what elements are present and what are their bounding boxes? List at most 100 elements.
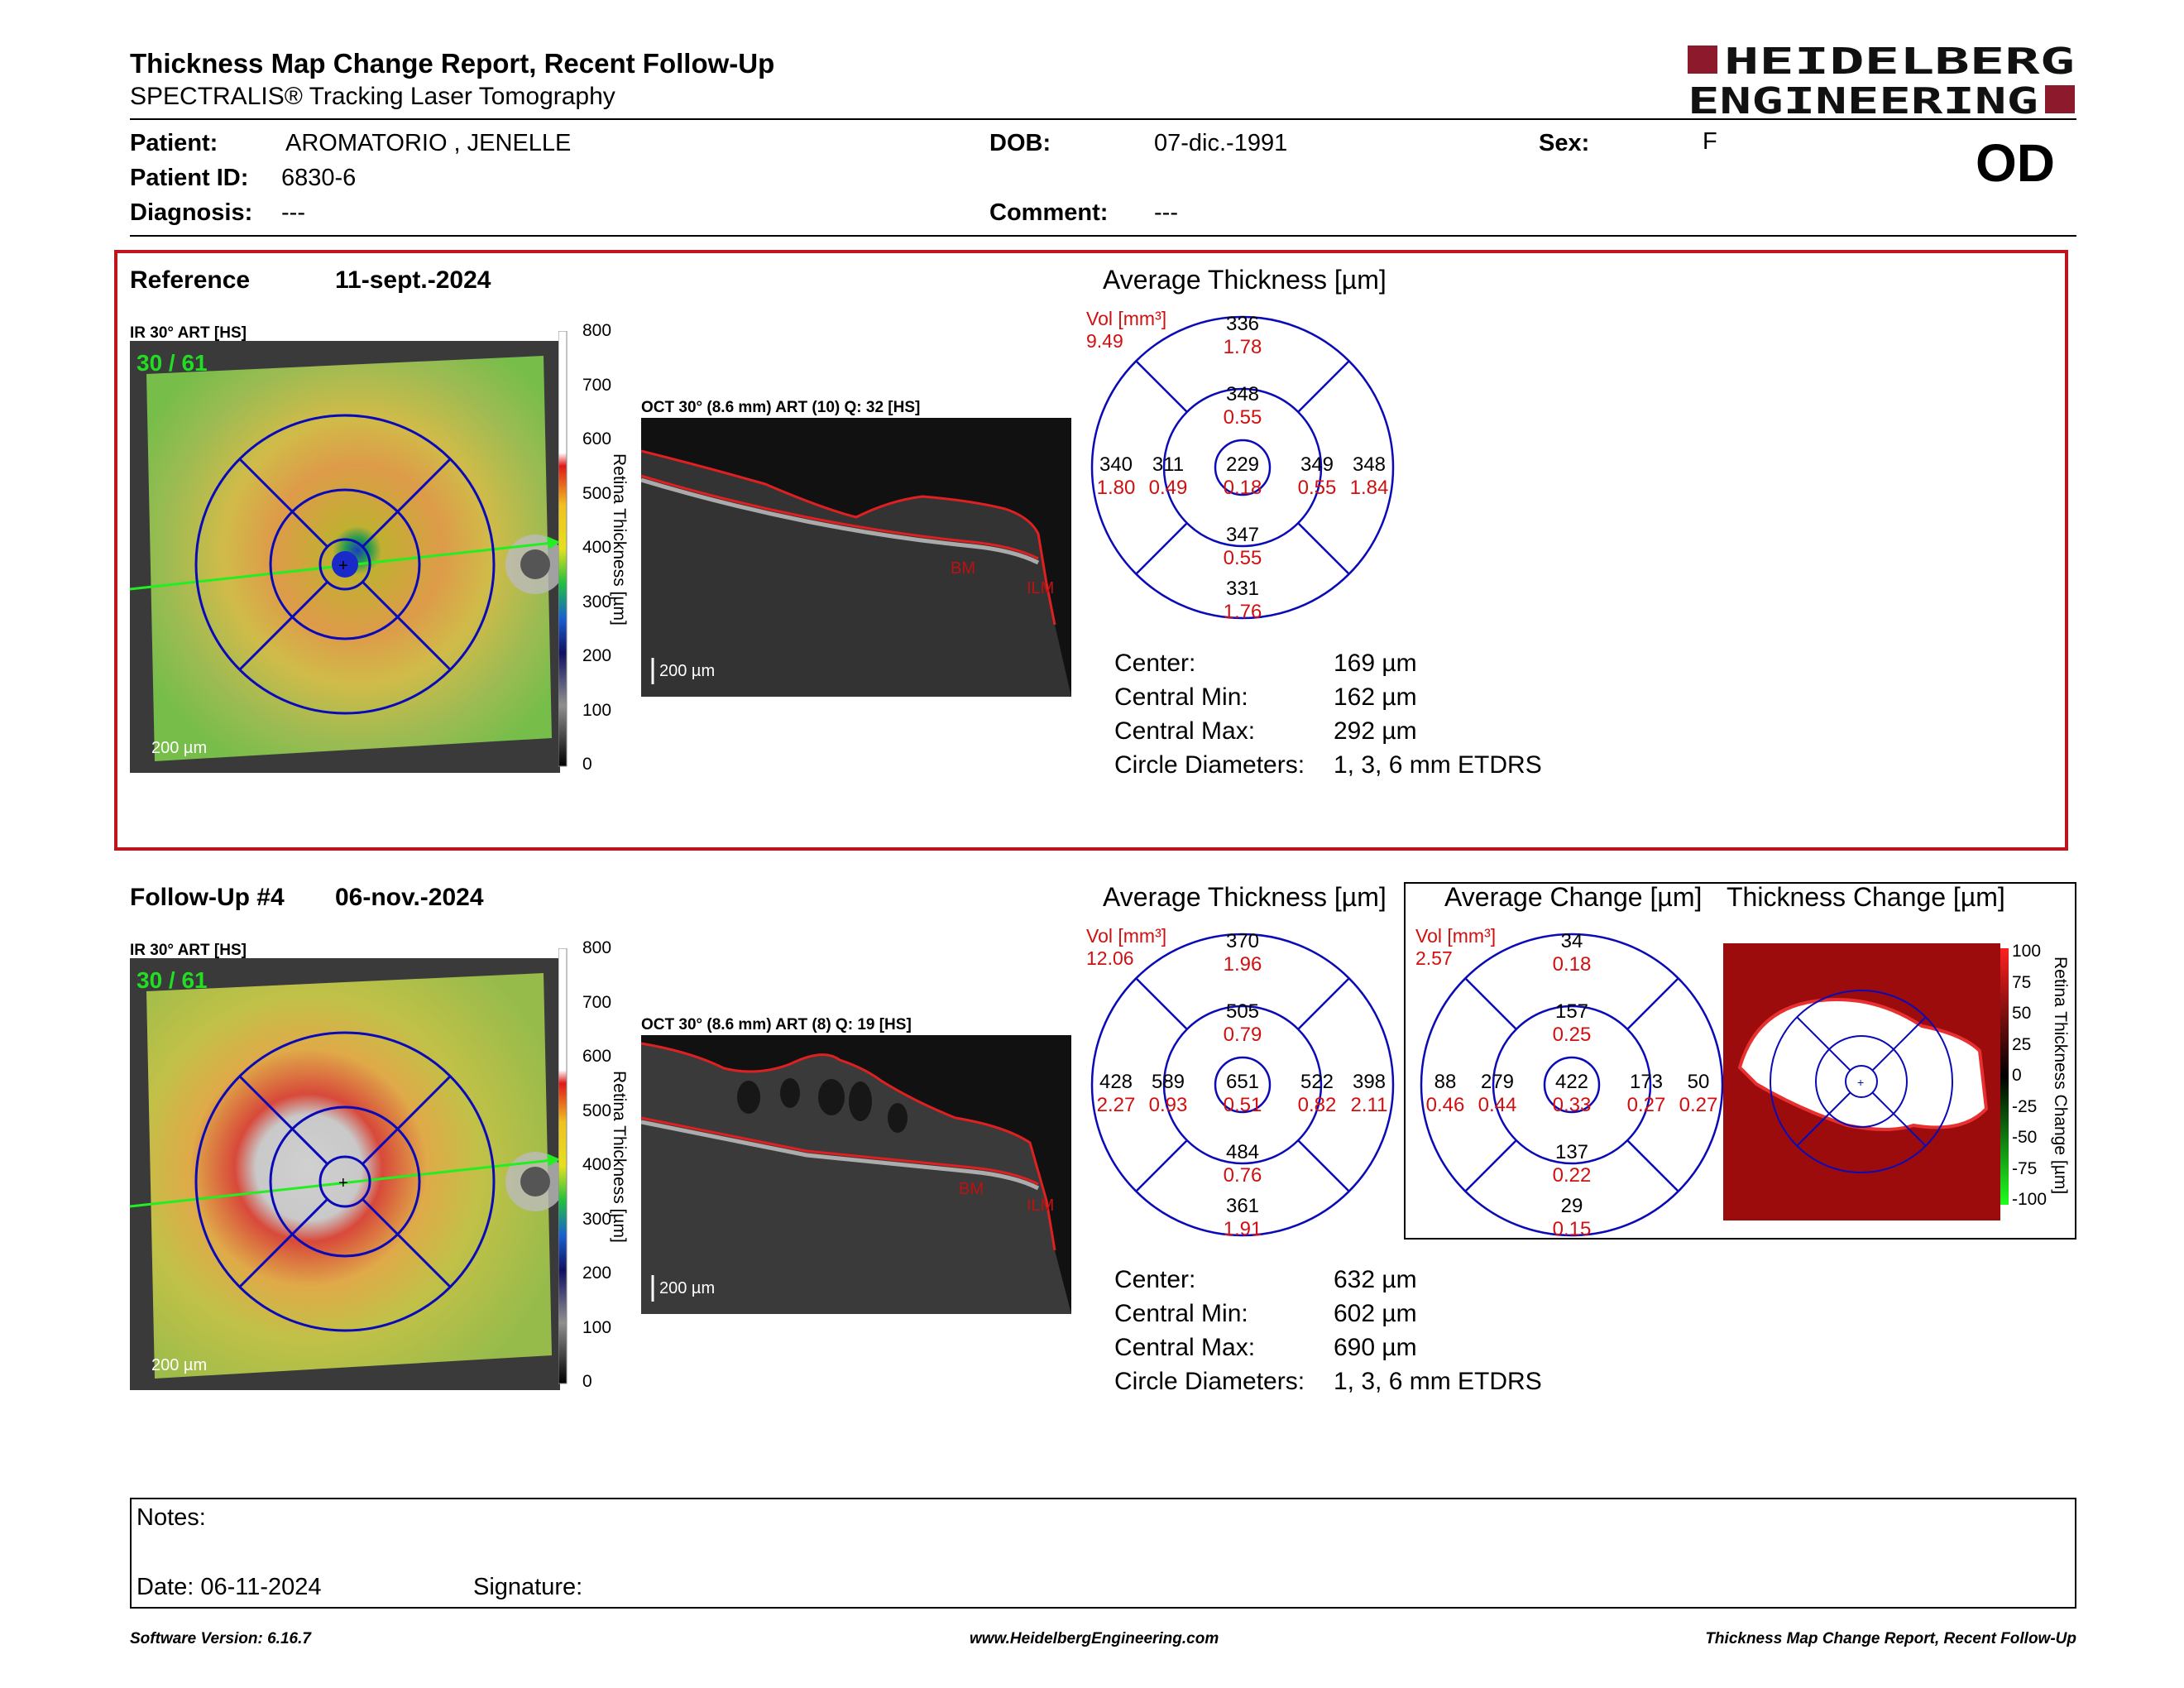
ref-oct-label: OCT 30° (8.6 mm) ART (10) Q: 32 [HS] (641, 399, 921, 416)
sex-label: Sex: (1539, 130, 1590, 156)
change-sector-thickness: 34 (1560, 930, 1583, 952)
notes-panel[interactable]: Notes: Date: 06-11-2024 Signature: (130, 1498, 2076, 1609)
ref-colorbar (558, 331, 568, 767)
thickchange-colorbar-tick: 100 (2012, 942, 2042, 961)
ref-sector-volume: 0.55 (1223, 547, 1262, 569)
fu-sector-inner-bottom: 484 0.76 (1209, 1141, 1276, 1187)
thickchange-colorbar-tick: 25 (2012, 1034, 2032, 1054)
svg-text:+: + (338, 557, 348, 575)
thickchange-colorbar-tick: 0 (2012, 1066, 2022, 1085)
svg-text:+: + (1857, 1076, 1864, 1089)
ref-stat-diam-key: Circle Diameters: (1114, 751, 1305, 779)
change-sector-volume: 0.44 (1478, 1094, 1517, 1116)
ref-colorbar-tick: 200 (582, 646, 612, 665)
footer-report-name: Thickness Map Change Report, Recent Foll… (1705, 1630, 2076, 1647)
ref-oct-bscan: 200 µm BM ILM (641, 418, 1071, 697)
fu-sector-thickness: 505 (1225, 1000, 1260, 1023)
eye-indicator: OD (1976, 133, 2055, 193)
fu-sector-volume: 1.96 (1223, 953, 1262, 976)
ref-sector-inner-right: 349 0.55 (1284, 453, 1350, 500)
ref-sector-inner-top: 348 0.55 (1209, 383, 1276, 429)
ref-stat-center-key: Center: (1114, 650, 1196, 677)
fu-avg-title: Average Thickness [µm] (1103, 882, 1387, 912)
fu-sector-inner-left: 589 0.93 (1135, 1071, 1201, 1117)
thickchange-colorbar-tick: -75 (2012, 1158, 2038, 1178)
reference-date: 11-sept.-2024 (335, 266, 491, 294)
change-sector-thickness: 29 (1560, 1195, 1583, 1217)
change-sector-thickness: 88 (1434, 1071, 1457, 1093)
fu-colorbar-tick: 700 (582, 992, 612, 1012)
fu-sector-volume: 0.76 (1223, 1164, 1262, 1187)
ref-colorbar-tick: 300 (582, 592, 612, 611)
ref-sector-volume: 0.18 (1223, 477, 1262, 499)
ref-ilm-label: ILM (1027, 579, 1054, 597)
fu-sector-thickness: 428 (1099, 1071, 1133, 1093)
ref-avg-title: Average Thickness [µm] (1103, 265, 1387, 295)
ref-sector-thickness: 349 (1300, 453, 1334, 476)
reference-section-frame (114, 250, 2068, 851)
ref-vol-label: Vol [mm³] (1086, 308, 1167, 329)
ref-colorbar-tick: 800 (582, 321, 612, 340)
patient-name: AROMATORIO , JENELLE (285, 130, 572, 156)
ref-sector-thickness: 229 (1225, 453, 1260, 476)
ref-sector-volume: 0.55 (1223, 406, 1262, 429)
fu-colorbar (558, 948, 568, 1384)
change-sector-outer-top: 34 0.18 (1539, 930, 1605, 976)
ref-sector-volume: 0.49 (1148, 477, 1188, 499)
thickchange-colorbar-tick: -100 (2012, 1190, 2048, 1209)
change-sector-volume: 0.22 (1552, 1164, 1592, 1187)
ref-vol-value: 9.49 (1086, 330, 1123, 352)
ref-stat-max-val: 292 µm (1334, 717, 1417, 745)
fu-stat-min-key: Central Min: (1114, 1300, 1248, 1327)
fu-colorbar-tick: 500 (582, 1101, 612, 1120)
change-sector-volume: 0.18 (1552, 953, 1592, 976)
ref-sector-thickness: 311 (1152, 453, 1185, 476)
change-etdrs-grid (1420, 933, 1724, 1237)
ref-sector-inner-bottom: 347 0.55 (1209, 524, 1276, 570)
report-title: Thickness Map Change Report, Recent Foll… (130, 48, 775, 79)
ref-sector-inner-left: 311 0.49 (1135, 453, 1201, 500)
software-version: Software Version: 6.16.7 (130, 1630, 311, 1647)
change-title: Average Change [µm] (1444, 882, 1703, 912)
fu-sector-thickness: 361 (1225, 1195, 1260, 1217)
fu-sector-outer-left: 428 2.27 (1083, 1071, 1149, 1117)
ref-colorbar-tick: 400 (582, 538, 612, 557)
ref-ir-label: IR 30° ART [HS] (130, 324, 247, 342)
patient-id: 6830-6 (281, 165, 357, 191)
diagnosis-label: Diagnosis: (130, 199, 253, 226)
fu-sector-thickness: 398 (1352, 1071, 1387, 1093)
change-sector-thickness: 157 (1554, 1000, 1589, 1023)
fu-colorbar-tick: 200 (582, 1264, 612, 1283)
ref-stat-center-val: 169 µm (1334, 650, 1417, 677)
fu-sector-thickness: 589 (1151, 1071, 1185, 1093)
ref-colorbar-tick: 500 (582, 483, 612, 503)
fu-bm-label: BM (959, 1180, 984, 1198)
change-sector-inner-right: 173 0.27 (1613, 1071, 1679, 1117)
fu-stat-diam-key: Circle Diameters: (1114, 1368, 1305, 1395)
ref-bm-label: BM (951, 559, 975, 578)
fu-sector-volume: 0.82 (1297, 1094, 1337, 1116)
fu-sector-volume: 0.79 (1223, 1024, 1262, 1046)
footer-url[interactable]: www.HeidelbergEngineering.com (970, 1630, 1219, 1647)
fu-colorbar-tick: 300 (582, 1209, 612, 1229)
ref-sector-outer-left: 340 1.80 (1083, 453, 1149, 500)
fu-art-count: 30 / 61 (136, 967, 208, 993)
comment-value: --- (1154, 199, 1178, 226)
ref-colorbar-tick: 100 (582, 700, 612, 720)
fu-oct-label: OCT 30° (8.6 mm) ART (8) Q: 19 [HS] (641, 1016, 912, 1033)
change-sector-outer-left: 88 0.46 (1412, 1071, 1478, 1117)
change-sector-thickness: 137 (1554, 1141, 1589, 1163)
fu-vol-value: 12.06 (1086, 947, 1134, 969)
fu-colorbar-tick: 400 (582, 1155, 612, 1174)
fu-stat-diam-val: 1, 3, 6 mm ETDRS (1334, 1368, 1542, 1395)
ref-stat-diam-val: 1, 3, 6 mm ETDRS (1334, 751, 1542, 779)
ref-sector-thickness: 347 (1225, 524, 1260, 546)
fu-oct-bscan: 200 µm BM ILM (641, 1035, 1071, 1314)
ref-sector-thickness: 331 (1225, 578, 1260, 600)
change-panel (1404, 882, 2076, 1240)
fu-stat-max-val: 690 µm (1334, 1334, 1417, 1361)
change-sector-outer-bottom: 29 0.15 (1539, 1195, 1605, 1241)
fu-sector-thickness: 484 (1225, 1141, 1260, 1163)
fu-thickness-map: 30 / 61 200 µm + (130, 958, 560, 1390)
ref-sector-thickness: 348 (1225, 383, 1260, 405)
